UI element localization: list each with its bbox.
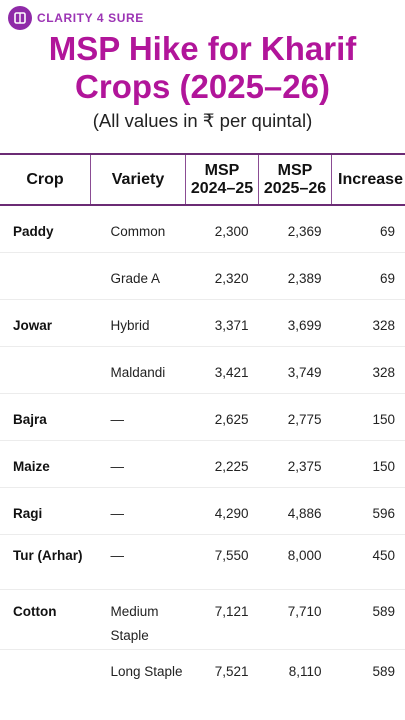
cell-msp-2025-26: 3,749 [258, 346, 332, 394]
header-msp-2024-25: MSP 2024–25 [185, 153, 259, 206]
cell-increase: 328 [331, 299, 405, 347]
table-header-row: Crop Variety MSP 2024–25 MSP 2025–26 Inc… [0, 153, 405, 206]
cell-increase: 328 [331, 346, 405, 394]
cell-msp-2024-25: 2,625 [185, 393, 259, 441]
cell-variety: Maldandi [90, 346, 186, 394]
cell-msp-2025-26: 4,886 [258, 487, 332, 535]
table-row: Maldandi 3,421 3,749 328 [0, 346, 405, 394]
table-row: Bajra — 2,625 2,775 150 [0, 393, 405, 441]
cell-increase: 69 [331, 205, 405, 253]
cell-crop: Bajra [0, 393, 91, 441]
cell-crop [0, 346, 91, 394]
cell-variety: Common [90, 205, 186, 253]
brand: CLARITY 4 SURE [8, 6, 144, 30]
cell-variety: Grade A [90, 252, 186, 300]
page-subtitle: (All values in ₹ per quintal) [92, 110, 313, 131]
cell-variety: — [90, 393, 186, 441]
cell-increase: 150 [331, 393, 405, 441]
cell-increase: 69 [331, 252, 405, 300]
table-row: Tur (Arhar) — 7,550 8,000 450 [0, 534, 405, 590]
cell-crop: Paddy [0, 205, 91, 253]
cell-increase: 150 [331, 440, 405, 488]
cell-msp-2025-26: 2,775 [258, 393, 332, 441]
cell-variety: — [90, 487, 186, 535]
cell-msp-2024-25: 3,421 [185, 346, 259, 394]
cell-crop: Maize [0, 440, 91, 488]
table-row: Long Staple 7,521 8,110 589 [0, 650, 405, 710]
cell-variety: Hybrid [90, 299, 186, 347]
cell-crop: Tur (Arhar) [0, 534, 91, 590]
cell-crop: Jowar [0, 299, 91, 347]
page-title: MSP Hike for Kharif Crops (2025–26) [48, 30, 357, 105]
cell-crop: Cotton [0, 589, 91, 650]
brand-name: CLARITY 4 SURE [37, 11, 144, 25]
cell-msp-2024-25: 4,290 [185, 487, 259, 535]
table-row: Cotton Medium Staple 7,121 7,710 589 [0, 589, 405, 650]
cell-variety: — [90, 534, 186, 590]
cell-msp-2024-25: 7,550 [185, 534, 259, 590]
cell-msp-2025-26: 3,699 [258, 299, 332, 347]
cell-crop [0, 650, 91, 710]
cell-msp-2024-25: 7,521 [214, 664, 249, 679]
header-msp-2024-25-line1: MSP [204, 161, 240, 179]
cell-msp-2025-26: 7,710 [258, 589, 332, 650]
cell-increase: 450 [331, 534, 405, 590]
cell-msp-2025-26: 8,000 [258, 534, 332, 590]
cell-increase: 589 [372, 664, 395, 679]
cell-msp-2024-25: 2,300 [185, 205, 259, 253]
header-increase: Increase [331, 153, 405, 206]
cell-msp-2025-26: 2,389 [258, 252, 332, 300]
table-row: Maize — 2,225 2,375 150 [0, 440, 405, 488]
msp-table: Crop Variety MSP 2024–25 MSP 2025–26 Inc… [0, 153, 405, 709]
cell-msp-2024-25: 2,225 [185, 440, 259, 488]
cell-msp-2024-25: 3,371 [185, 299, 259, 347]
book-icon [8, 6, 32, 30]
cell-increase: 589 [331, 589, 405, 650]
cell-crop [0, 252, 91, 300]
table-row: Grade A 2,320 2,389 69 [0, 252, 405, 300]
header-msp-2025-26-line2: 2025–26 [263, 179, 327, 197]
cell-msp-2025-26: 2,375 [258, 440, 332, 488]
cell-variety: Medium Staple [90, 589, 186, 650]
header-crop: Crop [0, 153, 91, 206]
table-row: Paddy Common 2,300 2,369 69 [0, 205, 405, 253]
cell-increase: 596 [331, 487, 405, 535]
cell-msp-2024-25: 2,320 [185, 252, 259, 300]
cell-msp-2025-26: 8,110 [288, 664, 322, 679]
cell-variety: — [90, 440, 186, 488]
table-row: Jowar Hybrid 3,371 3,699 328 [0, 299, 405, 347]
cell-msp-2024-25: 7,121 [185, 589, 259, 650]
header-msp-2025-26-line1: MSP [277, 161, 313, 179]
header-msp-2025-26: MSP 2025–26 [258, 153, 332, 206]
cell-msp-2025-26: 2,369 [258, 205, 332, 253]
cell-crop: Ragi [0, 487, 91, 535]
table-row: Ragi — 4,290 4,886 596 [0, 487, 405, 535]
cell-variety: Long Staple [110, 664, 183, 679]
header-msp-2024-25-line2: 2024–25 [190, 179, 254, 197]
header-variety: Variety [90, 153, 186, 206]
